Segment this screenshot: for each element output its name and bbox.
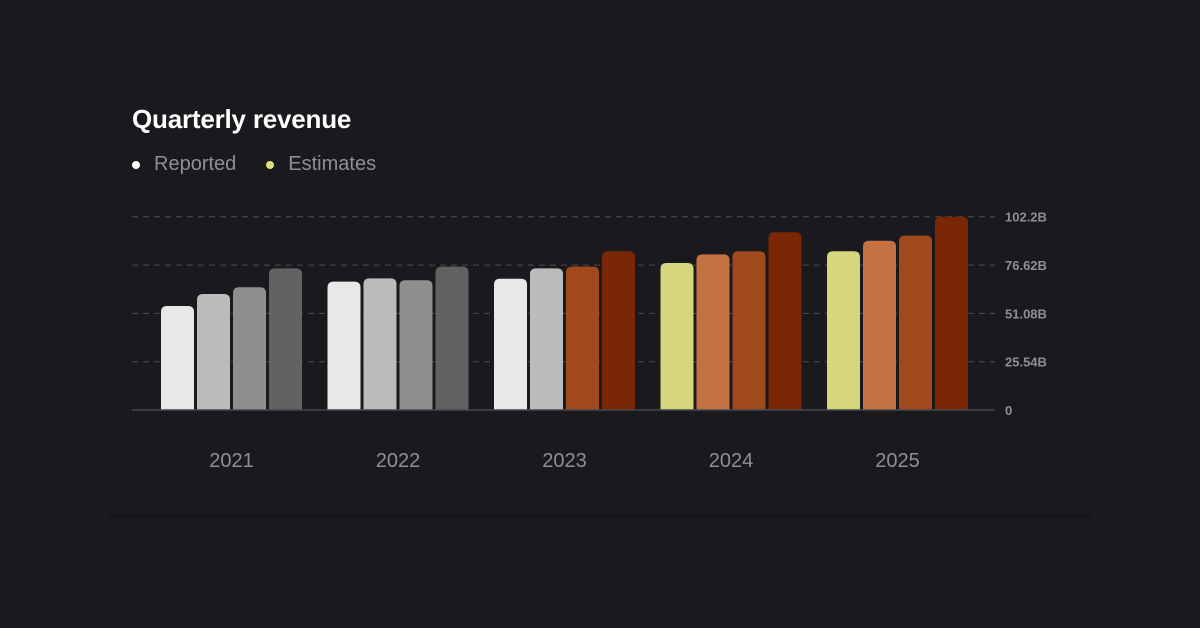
bar-2023-q4 bbox=[602, 251, 635, 410]
bar-2024-q4 bbox=[768, 232, 802, 410]
legend-dot-reported-icon bbox=[132, 160, 140, 169]
x-tick-label: 2022 bbox=[376, 450, 421, 472]
bar-2025-q1 bbox=[827, 251, 860, 410]
legend-dot-estimates-icon bbox=[266, 160, 275, 169]
bar-2025-q4 bbox=[935, 216, 968, 410]
bar-2022-q1 bbox=[327, 281, 361, 410]
y-tick-label: 76.62B bbox=[1005, 258, 1047, 273]
y-tick-label: 102.2B bbox=[1005, 210, 1047, 225]
y-tick-label: 51.08B bbox=[1005, 306, 1047, 321]
x-tick-label: 2025 bbox=[875, 450, 920, 472]
bar-2021-q1 bbox=[161, 305, 194, 410]
bar-2023-q2 bbox=[530, 268, 563, 410]
y-tick-label: 25.54B bbox=[1005, 355, 1047, 370]
y-tick-label: 0 bbox=[1005, 403, 1012, 418]
x-tick-label: 2023 bbox=[542, 450, 587, 472]
bar-2024-q3 bbox=[732, 251, 766, 410]
bar-2023-q3 bbox=[566, 266, 599, 410]
chart-title: Quarterly revenue bbox=[132, 104, 352, 134]
legend-label-estimates: Estimates bbox=[288, 153, 377, 175]
bar-2021-q4 bbox=[269, 268, 302, 410]
legend: Reported Estimates bbox=[132, 153, 376, 176]
bar-2022-q2 bbox=[363, 278, 397, 410]
bar-2023-q1 bbox=[494, 278, 527, 410]
x-tick-label: 2024 bbox=[709, 450, 754, 472]
bar-2022-q3 bbox=[399, 280, 433, 410]
legend-item-reported[interactable]: Reported bbox=[132, 153, 236, 176]
x-tick-label: 2021 bbox=[209, 450, 254, 472]
bar-2021-q2 bbox=[197, 294, 230, 410]
bar-2025-q2 bbox=[863, 240, 896, 410]
bar-2022-q4 bbox=[435, 266, 469, 410]
legend-item-estimates[interactable]: Estimates bbox=[266, 153, 376, 176]
bar-2025-q3 bbox=[899, 235, 932, 410]
bar-2024-q2 bbox=[696, 254, 730, 410]
legend-label-reported: Reported bbox=[154, 153, 237, 175]
bar-2024-q1 bbox=[660, 263, 694, 410]
bar-2021-q3 bbox=[233, 287, 266, 410]
